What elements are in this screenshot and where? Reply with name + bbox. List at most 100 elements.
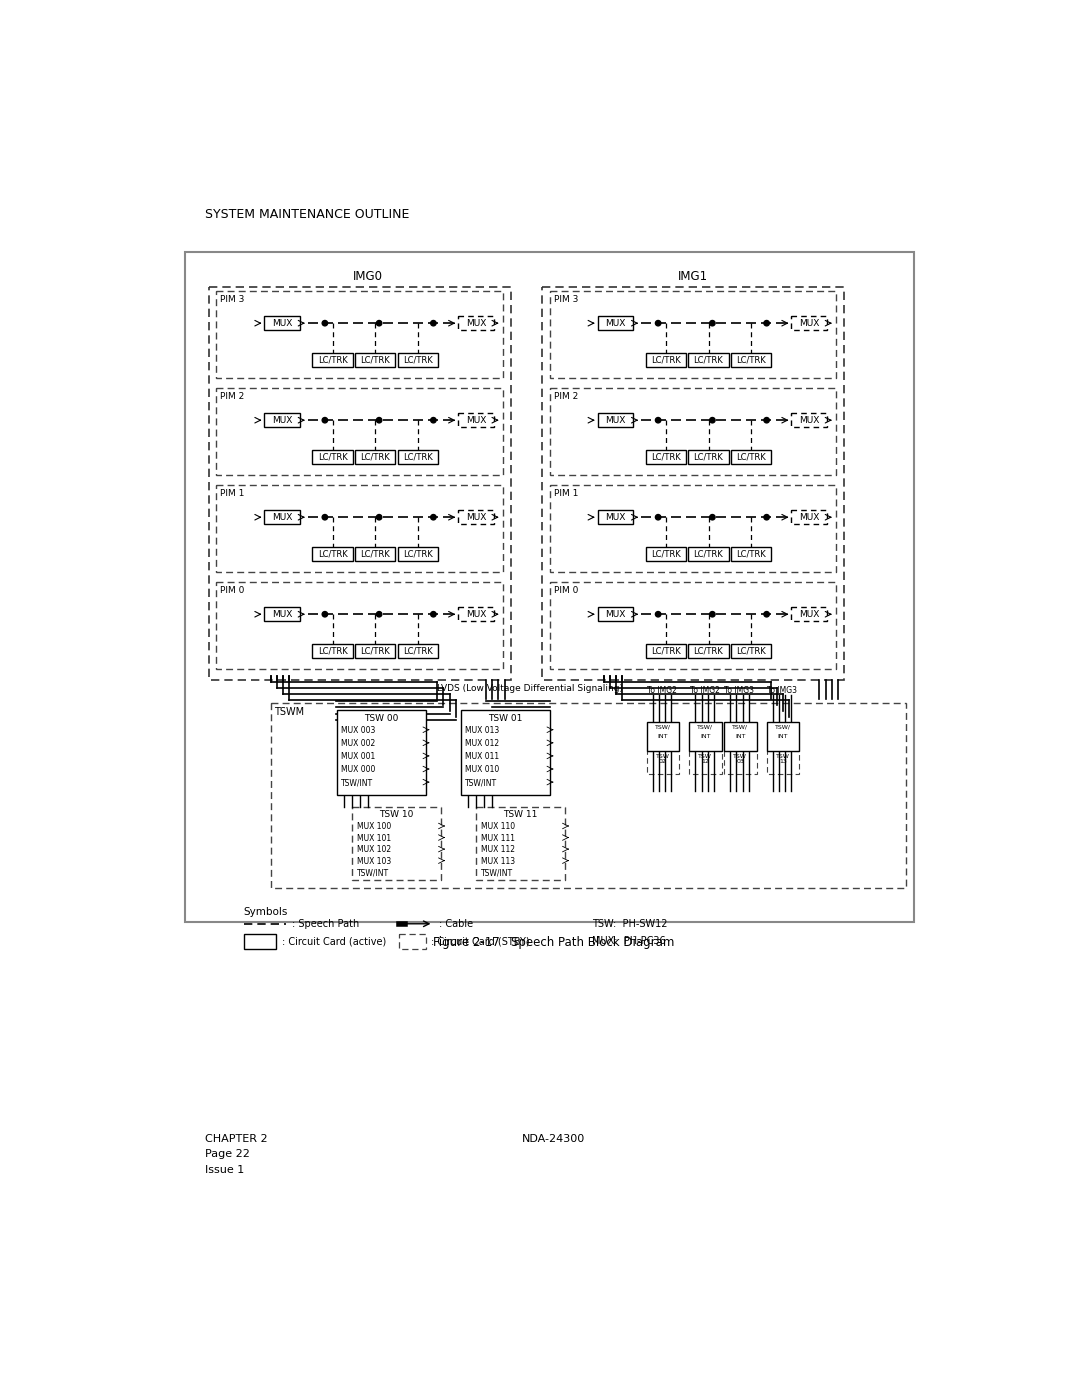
Text: TSW/: TSW/ — [732, 725, 748, 729]
Bar — [216, 388, 503, 475]
Bar — [792, 414, 827, 427]
Bar — [312, 644, 353, 658]
Text: TSW/INT: TSW/INT — [465, 778, 497, 788]
Text: MUX: MUX — [272, 513, 293, 521]
Text: TSW/INT: TSW/INT — [481, 869, 513, 877]
Text: : Circuit Card (active): : Circuit Card (active) — [282, 936, 387, 947]
Text: LC/TRK: LC/TRK — [403, 549, 433, 559]
Text: TSW 00: TSW 00 — [364, 714, 399, 722]
Bar — [312, 353, 353, 367]
Bar — [550, 583, 836, 669]
Bar — [731, 353, 771, 367]
Bar — [312, 450, 353, 464]
Text: LC/TRK: LC/TRK — [361, 549, 390, 559]
Text: MUX: MUX — [605, 416, 625, 425]
Text: MUX: MUX — [799, 416, 820, 425]
Text: TSW
13: TSW 13 — [775, 753, 789, 764]
Circle shape — [431, 514, 436, 520]
Text: INT: INT — [700, 735, 711, 739]
Text: PIM 1: PIM 1 — [554, 489, 578, 497]
Text: MUX: MUX — [799, 609, 820, 619]
Bar — [646, 353, 686, 367]
Text: TSWM: TSWM — [274, 707, 305, 717]
Bar — [208, 286, 511, 680]
Bar — [542, 286, 845, 680]
Text: TSW/INT: TSW/INT — [356, 869, 389, 877]
Text: TSW
02: TSW 02 — [656, 753, 670, 764]
Bar — [792, 316, 827, 330]
Bar — [550, 388, 836, 475]
Bar — [792, 608, 827, 622]
Bar — [399, 933, 426, 949]
Bar — [397, 548, 438, 562]
Bar — [724, 722, 757, 752]
Text: MUX 010: MUX 010 — [465, 766, 499, 774]
Text: PIM 0: PIM 0 — [220, 585, 245, 595]
Bar — [689, 722, 721, 752]
Text: PIM 2: PIM 2 — [220, 391, 244, 401]
Text: LC/TRK: LC/TRK — [737, 647, 766, 655]
Bar — [397, 353, 438, 367]
Text: IMG1: IMG1 — [678, 270, 708, 284]
Text: PIM 1: PIM 1 — [220, 489, 245, 497]
Text: : Cable: : Cable — [438, 919, 473, 929]
Bar — [688, 644, 729, 658]
Text: MUX: MUX — [605, 513, 625, 521]
Bar — [550, 485, 836, 571]
Circle shape — [656, 320, 661, 326]
Text: IMG0: IMG0 — [352, 270, 382, 284]
Text: Symbols: Symbols — [243, 907, 288, 916]
Text: CHAPTER 2: CHAPTER 2 — [205, 1134, 268, 1144]
Bar — [265, 510, 300, 524]
Bar — [597, 316, 633, 330]
Circle shape — [764, 612, 769, 617]
Text: LC/TRK: LC/TRK — [361, 453, 390, 461]
Bar — [243, 933, 276, 949]
Bar — [458, 608, 494, 622]
Text: MUX 112: MUX 112 — [481, 845, 515, 854]
Text: LC/TRK: LC/TRK — [403, 647, 433, 655]
Text: MUX 102: MUX 102 — [356, 845, 391, 854]
Bar — [597, 414, 633, 427]
Circle shape — [710, 418, 715, 423]
Text: TSW/: TSW/ — [775, 725, 791, 729]
Text: MUX: MUX — [605, 609, 625, 619]
Text: Figure 2-17   Speech Path Block Diagram: Figure 2-17 Speech Path Block Diagram — [433, 936, 674, 949]
Text: MUX 101: MUX 101 — [356, 834, 391, 842]
Circle shape — [377, 418, 382, 423]
Text: MUX 103: MUX 103 — [356, 856, 391, 866]
Text: TSW 01: TSW 01 — [488, 714, 523, 722]
Text: MUX: MUX — [272, 319, 293, 328]
Circle shape — [377, 612, 382, 617]
Text: TSW/: TSW/ — [698, 725, 714, 729]
Circle shape — [322, 320, 327, 326]
Text: MUX 012: MUX 012 — [465, 739, 499, 747]
Bar — [731, 450, 771, 464]
Text: To IMG2: To IMG2 — [690, 686, 719, 694]
Text: LC/TRK: LC/TRK — [693, 549, 724, 559]
Text: LC/TRK: LC/TRK — [651, 356, 680, 365]
Text: MUX: MUX — [465, 609, 486, 619]
Bar — [265, 608, 300, 622]
Bar — [397, 450, 438, 464]
Text: INT: INT — [658, 735, 669, 739]
Text: : Speech Path: : Speech Path — [292, 919, 359, 929]
Bar — [271, 703, 906, 887]
Text: LC/TRK: LC/TRK — [737, 356, 766, 365]
Text: LC/TRK: LC/TRK — [361, 356, 390, 365]
Text: LC/TRK: LC/TRK — [318, 647, 348, 655]
Circle shape — [322, 514, 327, 520]
Text: PIM 3: PIM 3 — [220, 295, 245, 303]
Circle shape — [377, 320, 382, 326]
Bar — [646, 548, 686, 562]
Text: : Circuit Card (STBY): : Circuit Card (STBY) — [431, 936, 529, 947]
Text: INT: INT — [735, 735, 745, 739]
Bar — [792, 510, 827, 524]
Text: MUX 001: MUX 001 — [341, 752, 376, 761]
Bar — [688, 450, 729, 464]
Text: TSW 10: TSW 10 — [379, 810, 414, 819]
Text: To IMG3: To IMG3 — [767, 686, 797, 694]
Text: MUX: MUX — [465, 319, 486, 328]
Bar — [689, 752, 721, 774]
Bar — [724, 752, 757, 774]
